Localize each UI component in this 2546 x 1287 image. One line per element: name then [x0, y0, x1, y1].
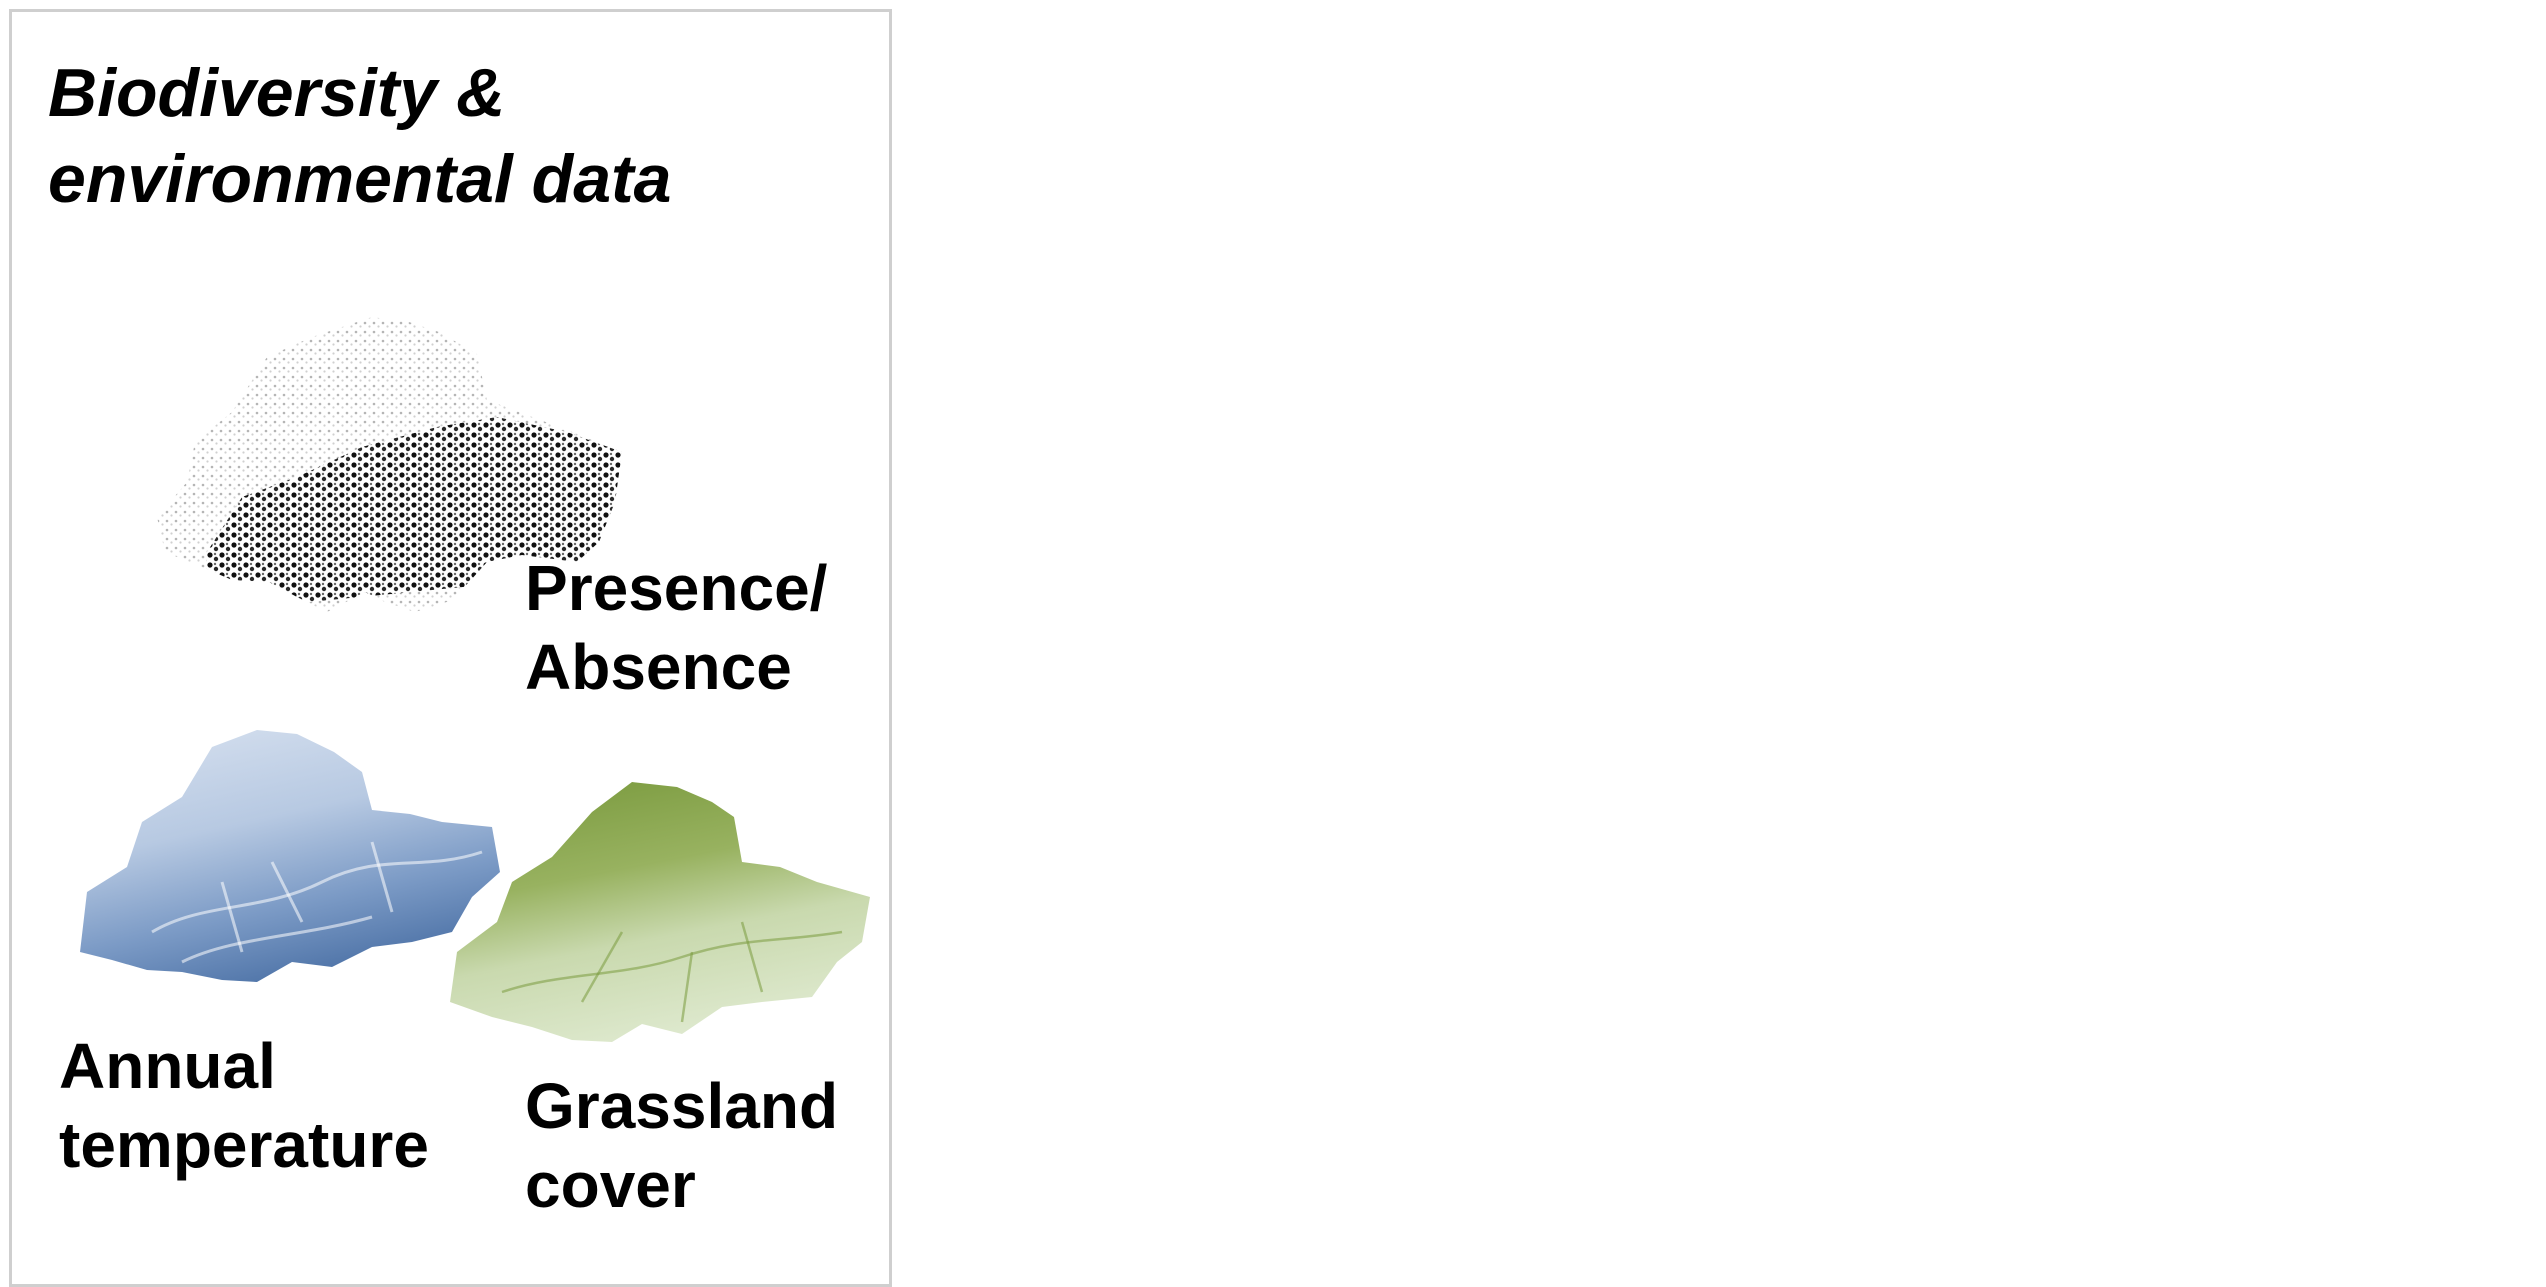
grassland-cover-map — [450, 782, 870, 1042]
presence-label-line-2: Absence — [525, 631, 792, 703]
panel-title: Biodiversity & environmental data — [48, 50, 672, 222]
grassland-label-line-2: cover — [525, 1149, 696, 1221]
presence-label-line-1: Presence/ — [525, 552, 828, 624]
title-line-1: Biodiversity & — [48, 55, 506, 131]
grassland-cover-label: Grassland cover — [525, 1067, 838, 1225]
temperature-label-line-2: temperature — [59, 1109, 429, 1181]
presence-absence-map — [157, 317, 622, 612]
grassland-label-line-1: Grassland — [525, 1070, 839, 1142]
annual-temperature-map — [80, 730, 500, 982]
presence-absence-label: Presence/ Absence — [525, 549, 827, 707]
temperature-label-line-1: Annual — [59, 1030, 276, 1102]
annual-temperature-label: Annual temperature — [59, 1027, 429, 1185]
title-line-2: environmental data — [48, 141, 672, 217]
biodiversity-environmental-data-panel: Biodiversity & environmental data — [9, 9, 892, 1287]
